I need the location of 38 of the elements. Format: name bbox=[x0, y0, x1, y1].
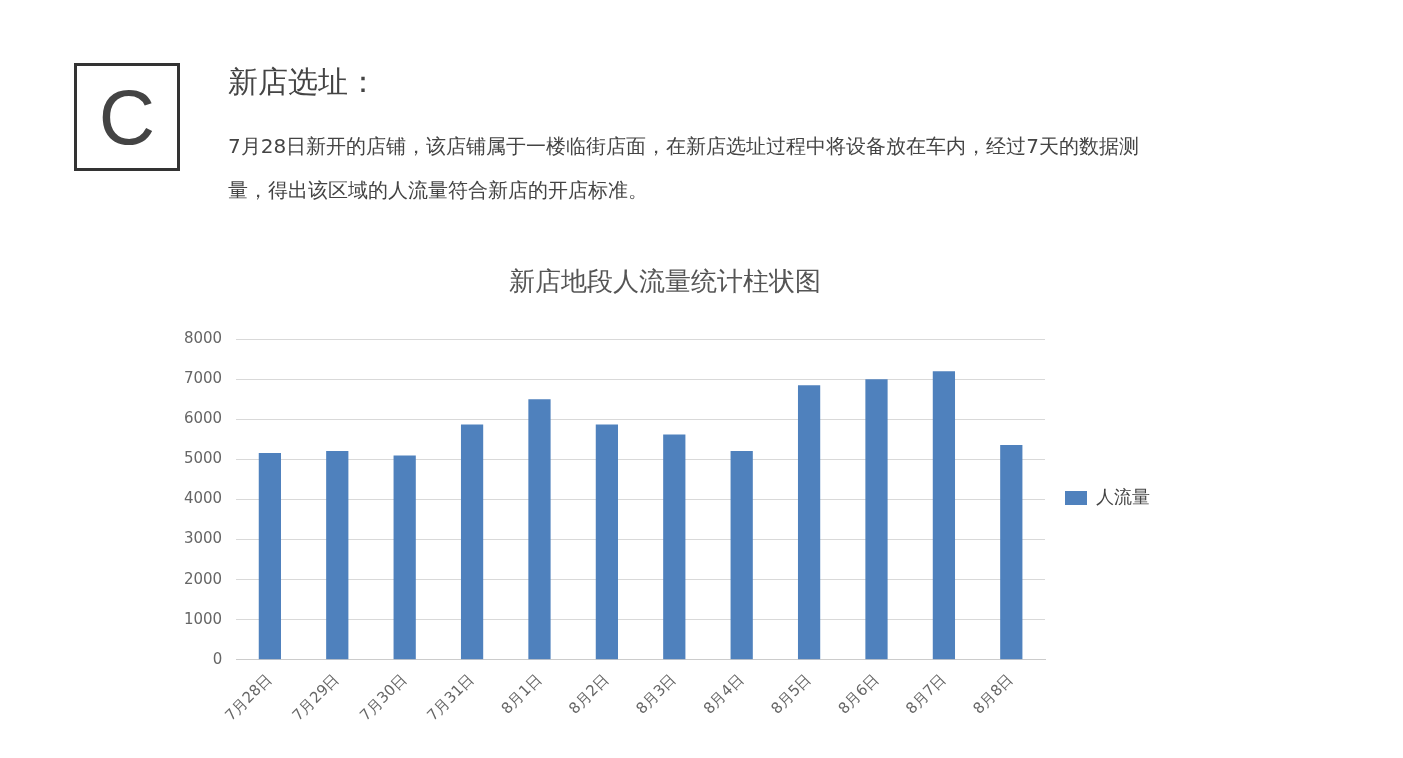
x-tick-label: 8月1日 bbox=[497, 670, 546, 718]
x-tick-label: 7月31日 bbox=[423, 670, 478, 725]
y-tick-label: 5000 bbox=[183, 449, 223, 468]
bar bbox=[797, 385, 821, 660]
y-tick-label: 6000 bbox=[183, 409, 223, 428]
chart-title: 新店地段人流量统计柱状图 bbox=[509, 266, 821, 297]
text: C bbox=[74, 63, 180, 171]
x-tick-label: 8月7日 bbox=[902, 670, 950, 718]
x-tick-label: 7月30日 bbox=[356, 670, 411, 725]
bar bbox=[865, 379, 888, 660]
x-tick-label: 8月3日 bbox=[632, 670, 680, 718]
text: 新店选址： bbox=[228, 63, 378, 101]
x-tick-label: 8月2日 bbox=[565, 670, 613, 718]
x-tick-label: 8月5日 bbox=[767, 670, 815, 718]
bar bbox=[730, 451, 753, 660]
bar bbox=[258, 453, 281, 660]
bar bbox=[460, 424, 484, 660]
bar bbox=[1000, 445, 1023, 660]
bar bbox=[326, 451, 349, 660]
y-tick-label: 4000 bbox=[183, 489, 223, 508]
y-tick-label: 2000 bbox=[183, 569, 223, 588]
bar bbox=[393, 455, 416, 660]
bar bbox=[595, 424, 619, 660]
x-tick-label: 8月6日 bbox=[834, 670, 883, 718]
y-tick-label: 1000 bbox=[183, 609, 223, 628]
bar bbox=[528, 399, 551, 660]
y-tick-label: 0 bbox=[212, 649, 223, 668]
y-tick-label: 3000 bbox=[183, 529, 223, 548]
x-tick-label: 7月29日 bbox=[288, 670, 343, 725]
y-tick-label: 7000 bbox=[183, 369, 223, 388]
x-tick-label: 8月4日 bbox=[699, 670, 748, 718]
text: 7月28日新开的店铺，该店铺属于一楼临街店面，在新店选址过程中将设备放在车内，经过7天的数据测量，得出该区域的人流量符合新店的开店标准。 bbox=[228, 133, 1140, 204]
y-tick-label: 8000 bbox=[183, 329, 223, 348]
bar bbox=[663, 434, 686, 660]
legend-label: 人流量 bbox=[1096, 485, 1150, 507]
x-tick-label: 7月28日 bbox=[221, 670, 276, 725]
bar bbox=[932, 371, 956, 660]
x-tick-label: 8月8日 bbox=[969, 670, 1017, 718]
